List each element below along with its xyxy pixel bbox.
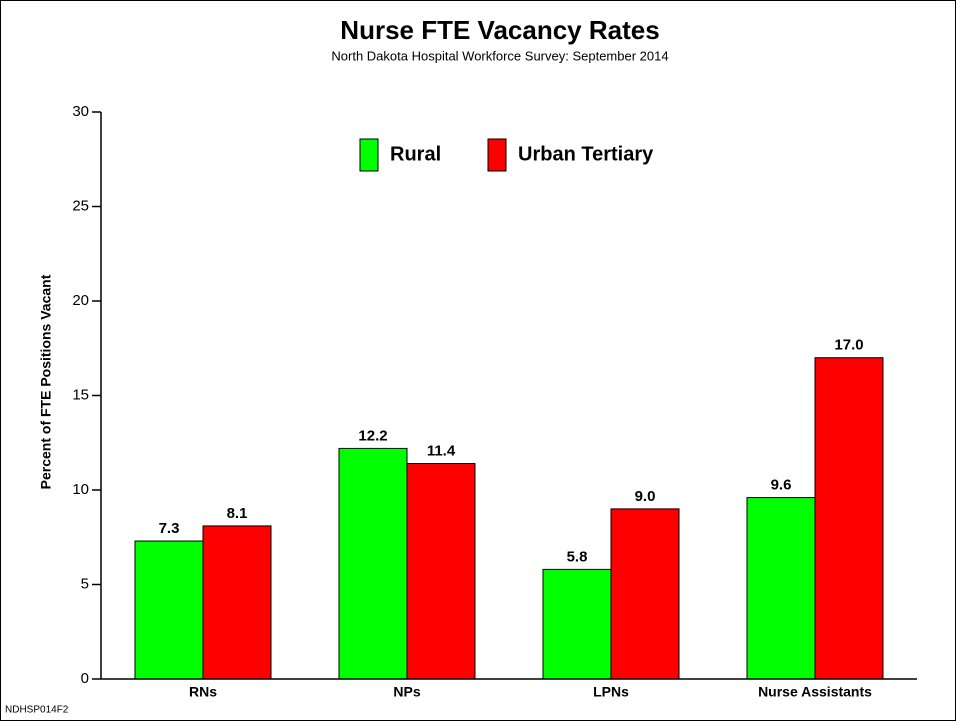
x-tick-label: NPs [393,684,420,700]
y-tick-label: 20 [72,292,89,309]
legend-label: Rural [390,143,441,165]
y-axis-label: Percent of FTE Positions Vacant [38,274,54,489]
y-tick-label: 5 [81,575,89,592]
bar [406,463,476,680]
bar [746,497,816,680]
chart-title: Nurse FTE Vacancy Rates [340,15,659,45]
value-label: 5.8 [567,548,588,565]
y-tick-label: 15 [72,386,89,403]
x-tick-label: RNs [189,684,217,700]
bar [610,508,680,680]
y-tick-label: 0 [81,670,89,687]
value-label: 9.0 [635,488,656,505]
x-tick-label: LPNs [593,684,629,700]
value-label: 17.0 [834,337,863,354]
y-tick-label: 10 [72,481,89,498]
x-tick-label: Nurse Assistants [758,684,872,700]
value-label: 8.1 [227,505,248,522]
bar [338,447,408,680]
legend-label: Urban Tertiary [518,143,654,165]
value-label: 7.3 [159,520,180,537]
value-label: 9.6 [771,477,792,494]
value-label: 11.4 [427,443,456,460]
y-tick-label: 30 [72,103,89,120]
y-tick-label: 25 [72,197,89,214]
bar [134,540,204,680]
legend-swatch [359,138,379,172]
legend-swatch [487,138,507,172]
bar [202,525,272,680]
value-label: 12.2 [358,427,387,444]
bar [542,568,612,680]
bar [814,357,884,680]
footnote: NDHSP014F2 [5,705,69,716]
chart-subtitle: North Dakota Hospital Workforce Survey: … [331,48,668,63]
